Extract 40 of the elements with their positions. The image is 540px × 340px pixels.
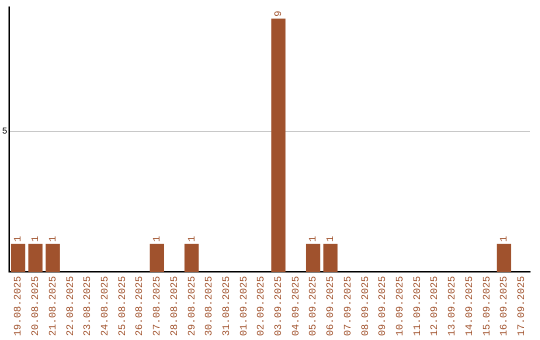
data-label: 1 [14, 236, 25, 242]
data-label: 9 [274, 10, 286, 17]
x-tick-label: 07.09.2025 [343, 276, 354, 336]
x-tick-label: 06.09.2025 [326, 276, 338, 336]
x-tick-label: 10.09.2025 [395, 276, 406, 336]
y-tick-label: 5 [2, 126, 8, 137]
x-tick-label: 31.08.2025 [222, 276, 233, 336]
data-label: 1 [48, 236, 60, 242]
x-tick-label: 26.08.2025 [135, 276, 146, 336]
x-tick-label: 16.09.2025 [500, 276, 511, 336]
x-tick-label: 25.08.2025 [118, 276, 129, 336]
x-tick-label: 22.08.2025 [66, 276, 77, 336]
x-tick-label: 19.08.2025 [14, 276, 25, 336]
x-tick-label: 28.08.2025 [170, 276, 181, 336]
x-tick-label: 14.09.2025 [464, 276, 476, 336]
x-tick-label: 08.09.2025 [360, 276, 372, 336]
x-tick-label: 13.09.2025 [448, 276, 459, 336]
x-tick-label: 20.08.2025 [31, 276, 42, 336]
x-tick-label: 04.09.2025 [291, 276, 302, 336]
data-label: 1 [187, 236, 198, 242]
x-tick-label: 30.08.2025 [204, 276, 216, 336]
x-tick-label: 05.09.2025 [308, 276, 320, 336]
data-label: 1 [308, 236, 320, 242]
x-tick-label: 01.09.2025 [239, 276, 250, 336]
data-label: 1 [500, 236, 511, 242]
x-tick-label: 17.09.2025 [516, 276, 528, 336]
x-tick-label: 15.09.2025 [482, 276, 494, 336]
x-tick-label: 21.08.2025 [48, 276, 60, 336]
data-label: 1 [152, 236, 164, 242]
x-tick-label: 12.09.2025 [430, 276, 442, 336]
x-tick-label: 02.09.2025 [256, 276, 268, 336]
x-tick-label: 29.08.2025 [187, 276, 198, 336]
data-label: 1 [31, 236, 42, 242]
x-tick-label: 27.08.2025 [152, 276, 164, 336]
x-tick-label: 09.09.2025 [378, 276, 390, 336]
x-tick-label: 03.09.2025 [274, 276, 286, 336]
data-label: 1 [326, 236, 338, 242]
x-tick-label: 23.08.2025 [83, 276, 94, 336]
x-tick-label: 24.08.2025 [100, 276, 112, 336]
x-tick-label: 11.09.2025 [412, 276, 424, 336]
